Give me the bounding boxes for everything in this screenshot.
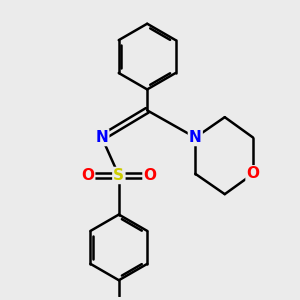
Text: O: O [81,168,94,183]
Text: S: S [113,168,124,183]
Text: O: O [247,166,260,181]
Text: N: N [189,130,202,145]
Text: O: O [143,168,157,183]
Text: N: N [95,130,108,145]
